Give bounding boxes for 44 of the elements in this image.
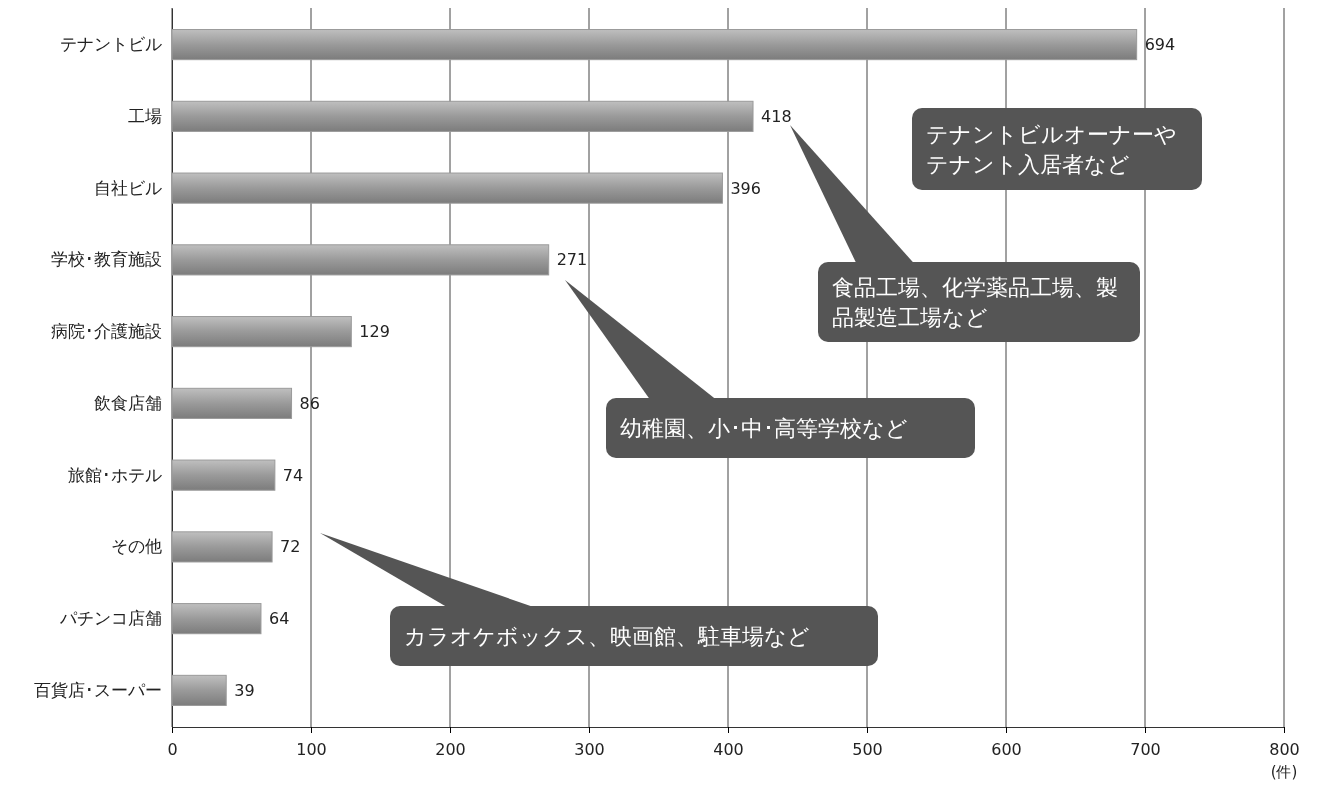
bar [171,387,293,419]
x-tick-label: 400 [713,740,744,760]
bar [171,100,754,132]
y-tick-label: 旅館･ホテル [68,464,162,485]
bar [171,459,276,491]
x-tick-label: 100 [296,740,327,760]
y-tick-label: その他 [111,536,162,557]
annotation: 幼稚園、小･中･高等学校など [620,415,908,441]
x-tick-label: 300 [574,740,605,760]
data-label: 129 [359,322,390,342]
x-tick-label: 0 [167,740,178,760]
annotation: カラオケボックス、映画館、駐車場など [404,623,810,649]
y-tick-label: 病院･介護施設 [51,321,162,342]
x-tick-label: 800 [1269,740,1300,760]
bar [171,172,723,204]
bar [171,244,550,276]
bar [171,316,352,348]
bar [171,674,227,706]
x-axis-title: (件) [1270,763,1298,781]
bar [171,603,262,635]
data-label: 418 [761,106,792,126]
y-tick-label: パチンコ店舗 [59,608,162,629]
bar [171,531,273,563]
x-tick-label: 200 [435,740,466,760]
y-tick-label: 工場 [128,105,162,126]
y-tick-label: テナントビル [60,34,162,55]
annotation: テナントビルオーナーやテナント入居者など [926,121,1177,177]
data-label: 72 [280,537,301,557]
y-tick-label: 学校･教育施設 [51,249,162,270]
y-tick-label: 飲食店舗 [94,392,162,413]
bar [171,29,1138,61]
y-tick-label: 自社ビル [94,177,162,198]
annotation: 食品工場、化学薬品工場、製品製造工場など [832,274,1118,330]
data-label: 86 [299,393,320,413]
x-tick-label: 700 [1130,740,1161,760]
data-label: 74 [282,465,304,485]
data-label: 64 [268,609,290,629]
data-label: 396 [730,178,761,198]
data-label: 39 [234,681,255,700]
x-tick-label: 600 [991,740,1022,760]
x-tick-label: 500 [852,740,883,760]
data-label: 694 [1144,35,1176,55]
y-tick-label: 百貨店･スーパー [34,679,162,700]
data-label: 271 [556,250,588,270]
